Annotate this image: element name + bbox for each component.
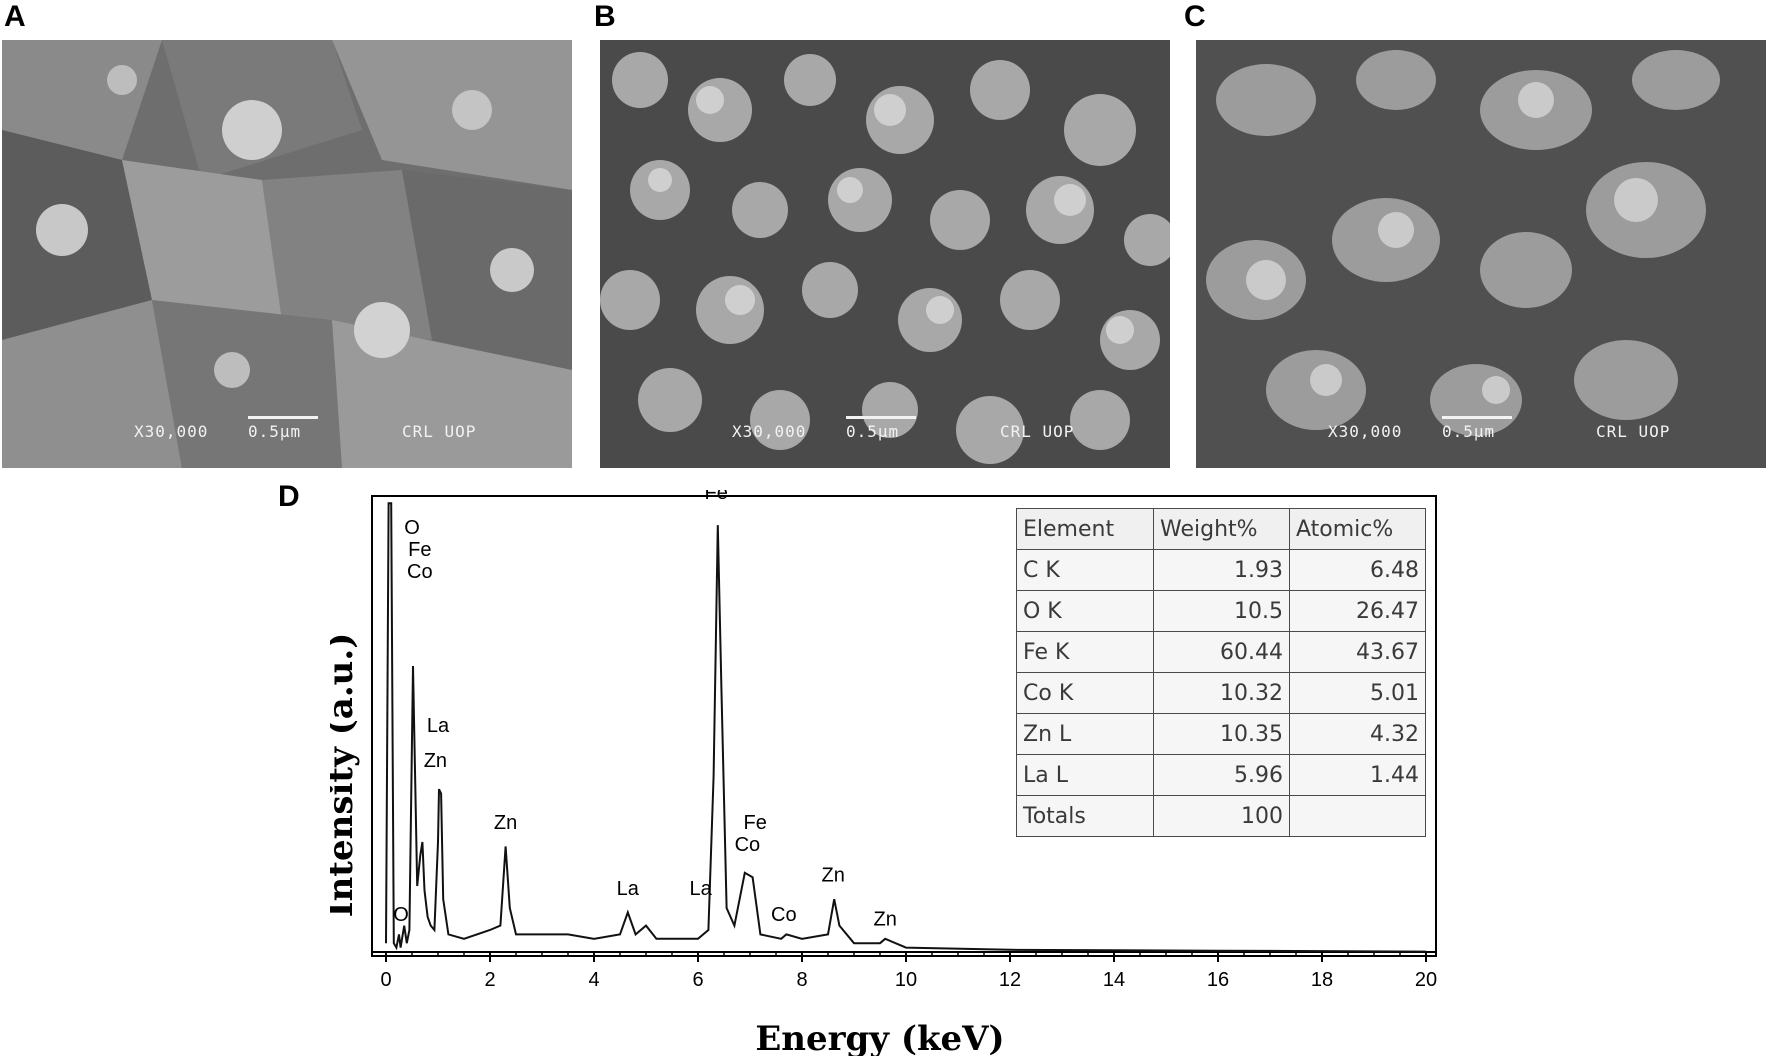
lab-label-b: CRL UOP [1000, 422, 1075, 441]
cell-element: O K [1016, 590, 1154, 632]
composition-table-wrap: Element Weight% Atomic% C K 1.93 6.48 O … [1016, 508, 1426, 837]
peak-label: O [404, 517, 420, 539]
peak-label: O [393, 904, 409, 926]
sem-texture-b [600, 40, 1170, 468]
sem-texture-c [1196, 40, 1766, 468]
sem-image-a: X30,000 0.5µm CRL UOP [2, 40, 572, 468]
cell-weight: 10.5 [1153, 590, 1290, 632]
table-row: C K 1.93 6.48 [1016, 549, 1426, 591]
peak-label: Fe [744, 812, 767, 834]
cell-weight: 60.44 [1153, 631, 1290, 673]
peak-label: La [617, 878, 640, 900]
cell-atomic: 1.44 [1289, 754, 1426, 796]
table-row: La L 5.96 1.44 [1016, 754, 1426, 796]
lab-label-a: CRL UOP [402, 422, 477, 441]
header-atomic: Atomic% [1289, 508, 1426, 550]
table-row: O K 10.5 26.47 [1016, 590, 1426, 632]
cell-element: Totals [1016, 795, 1154, 837]
table-row: Co K 10.32 5.01 [1016, 672, 1426, 714]
magnification-label-b: X30,000 [732, 422, 807, 441]
scale-label-a: 0.5µm [248, 422, 302, 441]
sem-image-b: X30,000 0.5µm CRL UOP [600, 40, 1170, 468]
header-weight: Weight% [1153, 508, 1290, 550]
peak-label: Zn [822, 865, 845, 887]
panel-label-a: A [4, 0, 26, 33]
peak-label: Zn [424, 750, 447, 772]
x-tick-label: 14 [1103, 969, 1125, 991]
cell-weight: 5.96 [1153, 754, 1290, 796]
scale-bar-b [846, 416, 916, 419]
table-row: Fe K 60.44 43.67 [1016, 631, 1426, 673]
x-tick-label: 4 [588, 969, 599, 991]
header-element: Element [1016, 508, 1154, 550]
peak-label: Zn [874, 909, 897, 931]
panel-label-c: C [1184, 0, 1206, 33]
cell-weight: 10.35 [1153, 713, 1290, 755]
x-tick-label: 2 [484, 969, 495, 991]
x-tick-label: 20 [1415, 969, 1437, 991]
cell-atomic: 43.67 [1289, 631, 1426, 673]
scale-bar-a [248, 416, 318, 419]
cell-weight: 1.93 [1153, 549, 1290, 591]
cell-element: La L [1016, 754, 1154, 796]
x-tick-label: 10 [895, 969, 917, 991]
cell-atomic: 6.48 [1289, 549, 1426, 591]
x-tick-label: 6 [692, 969, 703, 991]
scale-bar-c [1442, 416, 1512, 419]
scale-label-b: 0.5µm [846, 422, 900, 441]
cell-atomic: 26.47 [1289, 590, 1426, 632]
peak-label: Fe [705, 490, 728, 504]
peak-label: Co [407, 561, 433, 583]
sem-texture-a [2, 40, 572, 468]
cell-atomic: 4.32 [1289, 713, 1426, 755]
cell-weight: 100 [1153, 795, 1290, 837]
x-tick-label: 18 [1311, 969, 1333, 991]
cell-weight: 10.32 [1153, 672, 1290, 714]
magnification-label-c: X30,000 [1328, 422, 1403, 441]
peak-label: Co [771, 904, 797, 926]
composition-table: Element Weight% Atomic% C K 1.93 6.48 O … [1016, 508, 1426, 837]
table-row: Totals 100 [1016, 795, 1426, 837]
magnification-label-a: X30,000 [134, 422, 209, 441]
x-tick-label: 8 [796, 969, 807, 991]
cell-atomic [1289, 795, 1426, 837]
peak-label: La [427, 715, 450, 737]
scale-label-c: 0.5µm [1442, 422, 1496, 441]
lab-label-c: CRL UOP [1596, 422, 1671, 441]
cell-element: C K [1016, 549, 1154, 591]
cell-element: Zn L [1016, 713, 1154, 755]
peak-label: Zn [494, 812, 517, 834]
cell-atomic: 5.01 [1289, 672, 1426, 714]
cell-element: Fe K [1016, 631, 1154, 673]
table-header-row: Element Weight% Atomic% [1016, 508, 1426, 550]
x-tick-label: 12 [999, 969, 1021, 991]
panel-label-d: D [278, 480, 300, 513]
panel-label-b: B [594, 0, 616, 33]
y-axis-title: Intensity (a.u.) [330, 633, 361, 918]
peak-label: La [689, 878, 712, 900]
cell-element: Co K [1016, 672, 1154, 714]
x-tick-label: 16 [1207, 969, 1229, 991]
x-axis-title: Energy (keV) [755, 1019, 1004, 1056]
x-ticks: 0 2 4 6 8 10 12 14 16 18 20 [380, 952, 1437, 991]
spectrum-line [385, 502, 1427, 953]
peak-label: Fe [408, 539, 431, 561]
sem-image-c: X30,000 0.5µm CRL UOP [1196, 40, 1766, 468]
table-row: Zn L 10.35 4.32 [1016, 713, 1426, 755]
peak-label: Co [735, 834, 761, 856]
x-tick-label: 0 [380, 969, 391, 991]
